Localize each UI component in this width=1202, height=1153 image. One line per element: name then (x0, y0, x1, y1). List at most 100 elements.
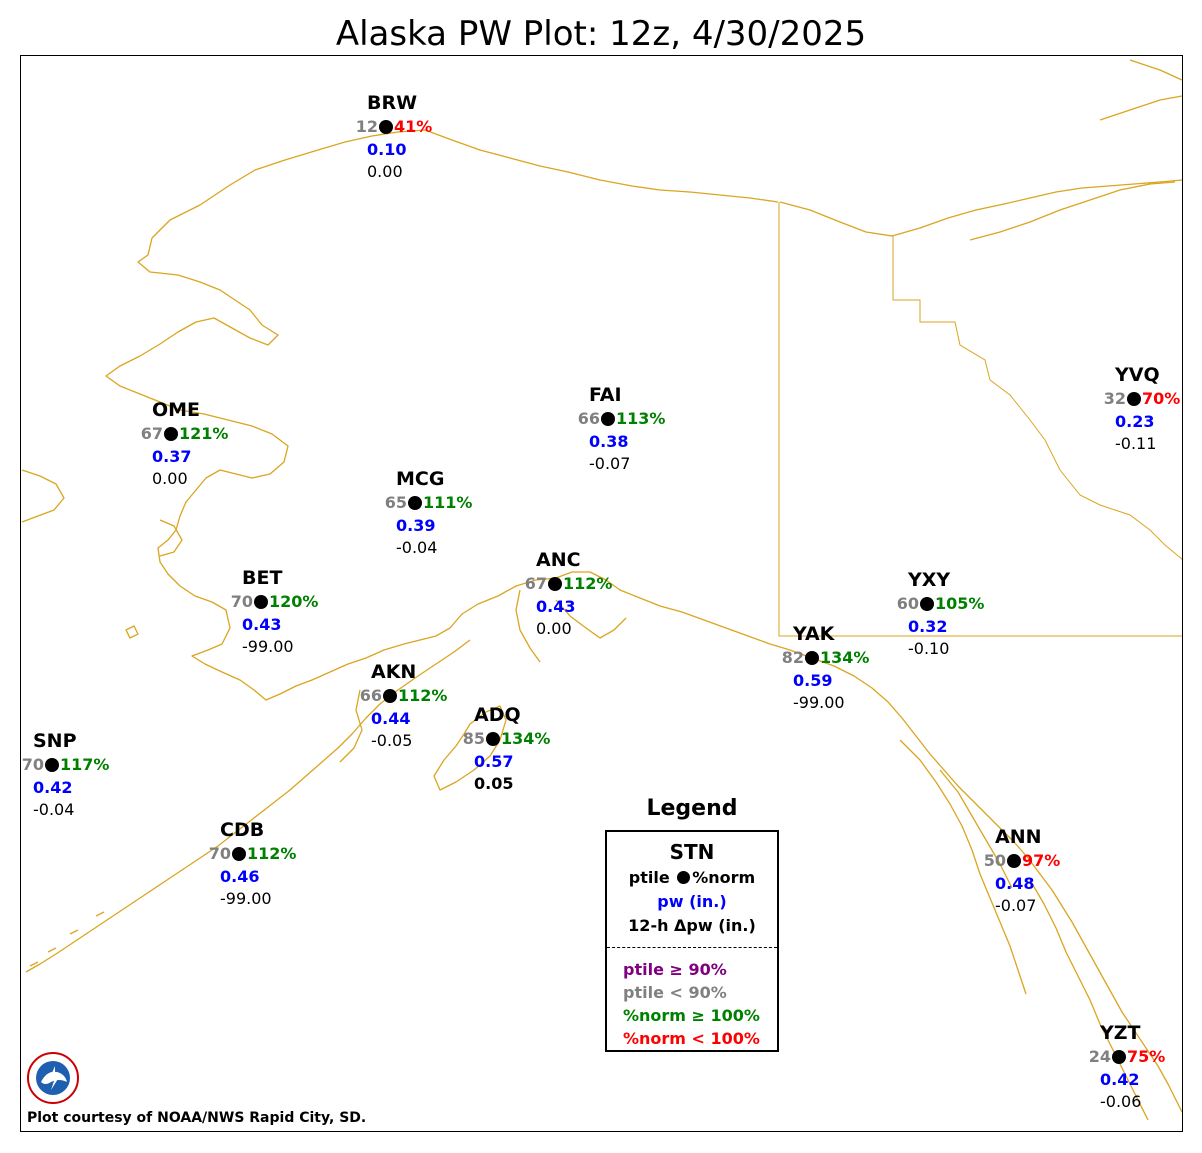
station-name: OME (152, 399, 201, 421)
station-pct-norm: 121% (179, 424, 229, 443)
legend-stn: STN (669, 840, 715, 864)
station-dpw: -99.00 (242, 637, 294, 656)
station-pw: 0.42 (33, 778, 73, 797)
station-pw: 0.37 (152, 447, 192, 466)
station-dpw: 0.00 (152, 469, 188, 488)
station-pw: 0.46 (220, 867, 260, 886)
station-dpw: -99.00 (793, 693, 845, 712)
station-dpw: -0.05 (371, 731, 413, 750)
station-pw: 0.59 (793, 671, 833, 690)
station-dot-icon (379, 120, 393, 134)
station-pw: 0.48 (995, 874, 1035, 893)
station-dot-icon (1112, 1050, 1126, 1064)
station-pw: 0.57 (474, 752, 514, 771)
station-dot-icon (486, 732, 500, 746)
credit-text: Plot courtesy of NOAA/NWS Rapid City, SD… (27, 1110, 367, 1126)
station-ptile: 66 (359, 686, 382, 705)
station-ptile: 66 (577, 409, 600, 428)
station-dot-icon (45, 758, 59, 772)
station-ptile: 67 (524, 574, 547, 593)
station-dpw: 0.00 (536, 619, 572, 638)
station-ptile: 70 (208, 844, 231, 863)
station-name: YXY (908, 569, 951, 591)
station-name: CDB (220, 819, 265, 841)
legend-dpw-label: 12-h Δpw (in.) (628, 916, 756, 935)
legend-norm-label: %norm (692, 868, 756, 887)
station-pw: 0.43 (536, 597, 576, 616)
station-pct-norm: 41% (394, 117, 433, 136)
station-dpw: -99.00 (220, 889, 272, 908)
station-pct-norm: 70% (1142, 389, 1181, 408)
station-name: ANN (995, 826, 1042, 848)
station-name: YVQ (1115, 364, 1160, 386)
station-dot-icon (1127, 392, 1141, 406)
legend-separator (607, 947, 777, 948)
map-frame (20, 55, 1183, 1132)
station-pw: 0.23 (1115, 412, 1155, 431)
station-dpw: -0.07 (995, 896, 1037, 915)
station-ptile: 50 (983, 851, 1006, 870)
station-dpw: -0.04 (396, 538, 438, 557)
station-pct-norm: 112% (398, 686, 448, 705)
station-dot-icon (920, 597, 934, 611)
station-pw: 0.10 (367, 140, 407, 159)
station-pct-norm: 113% (616, 409, 666, 428)
station-name: BRW (367, 92, 418, 114)
station-dpw: -0.10 (908, 639, 950, 658)
legend-ptile-label: ptile (628, 868, 670, 887)
station-pct-norm: 134% (501, 729, 551, 748)
station-name: ADQ (474, 704, 521, 726)
station-pw: 0.44 (371, 709, 411, 728)
station-dpw: 0.05 (474, 774, 514, 793)
station-pw: 0.42 (1100, 1070, 1140, 1089)
station-pw: 0.43 (242, 615, 282, 634)
station-ptile: 82 (781, 648, 804, 667)
station-pct-norm: 105% (935, 594, 985, 613)
station-ptile: 85 (462, 729, 485, 748)
station-pw: 0.32 (908, 617, 948, 636)
station-dpw: -0.11 (1115, 434, 1157, 453)
station-pw: 0.39 (396, 516, 436, 535)
station-dpw: 0.00 (367, 162, 403, 181)
station-ptile: 70 (21, 755, 44, 774)
legend-box: STN ptile %norm pw (in.) 12-h Δpw (in.) … (605, 830, 779, 1052)
station-pct-norm: 111% (423, 493, 473, 512)
station-pct-norm: 112% (563, 574, 613, 593)
station-dot-icon (254, 595, 268, 609)
station-dot-icon (1007, 854, 1021, 868)
legend-dot-icon (677, 871, 691, 884)
station-pct-norm: 117% (60, 755, 110, 774)
station-pct-norm: 75% (1127, 1047, 1166, 1066)
station-ptile: 60 (896, 594, 919, 613)
station-name: ANC (536, 549, 581, 571)
station-dot-icon (408, 496, 422, 510)
station-name: SNP (33, 730, 77, 752)
station-name: FAI (589, 384, 622, 406)
station-name: BET (242, 567, 283, 589)
station-dot-icon (383, 689, 397, 703)
station-ptile: 70 (230, 592, 253, 611)
station-name: MCG (396, 468, 445, 490)
station-ptile: 32 (1103, 389, 1126, 408)
station-ptile: 12 (355, 117, 378, 136)
station-ptile: 67 (140, 424, 163, 443)
station-name: YZT (1100, 1022, 1141, 1044)
station-dot-icon (232, 847, 246, 861)
station-dpw: -0.07 (589, 454, 631, 473)
station-name: AKN (371, 661, 417, 683)
legend-title: Legend (646, 796, 738, 821)
station-dpw: -0.06 (1100, 1092, 1142, 1111)
legend-key-norm-high: %norm ≥ 100% (623, 1006, 760, 1025)
station-dot-icon (601, 412, 615, 426)
station-pct-norm: 120% (269, 592, 319, 611)
station-pct-norm: 97% (1022, 851, 1061, 870)
legend-key-ptile-high: ptile ≥ 90% (623, 960, 727, 979)
station-dot-icon (805, 651, 819, 665)
station-pct-norm: 134% (820, 648, 870, 667)
page-title: Alaska PW Plot: 12z, 4/30/2025 (335, 14, 867, 54)
legend-key-norm-low: %norm < 100% (623, 1029, 760, 1048)
legend-key-ptile-low: ptile < 90% (623, 983, 727, 1002)
nws-logo-icon (27, 1052, 79, 1104)
station-dot-icon (548, 577, 562, 591)
